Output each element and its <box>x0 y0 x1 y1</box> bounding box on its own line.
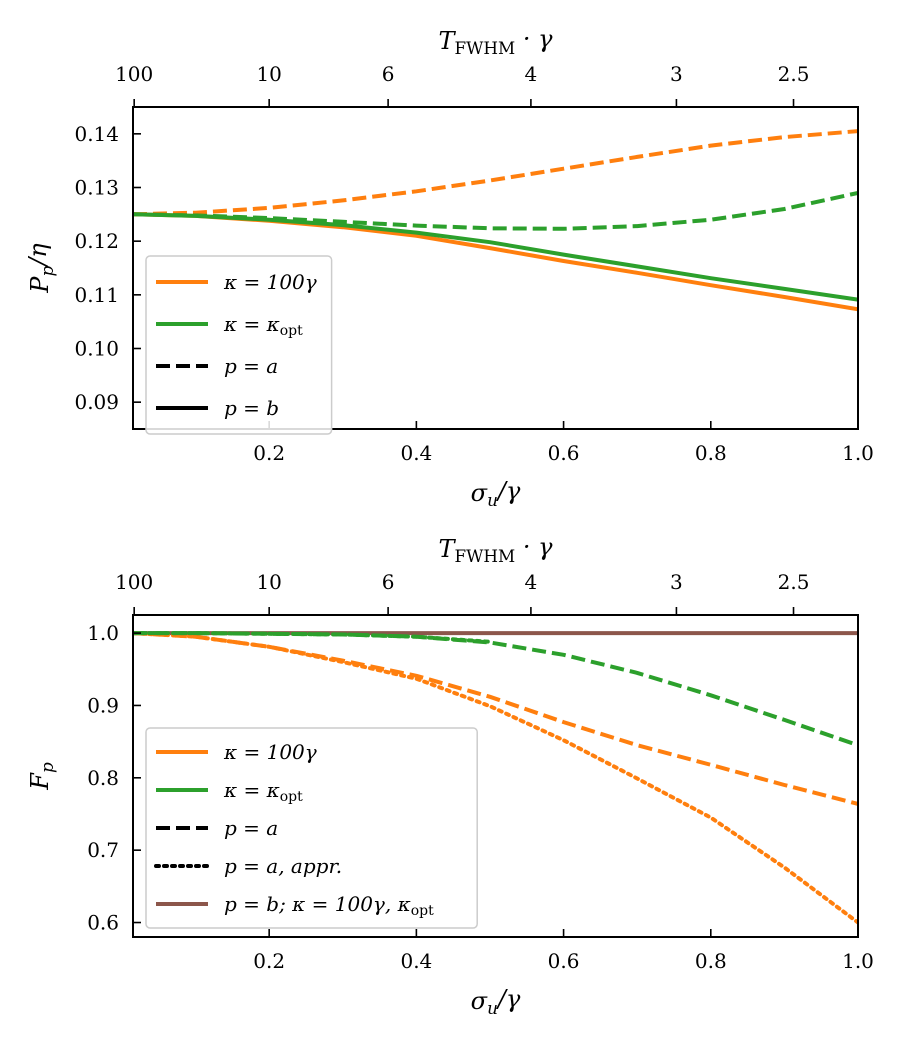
chart-top-xtick-label-0: 0.2 <box>253 441 285 465</box>
chart-bottom-ytick-label-2: 0.8 <box>87 766 119 790</box>
chart-top-legend-label-3: p = b <box>224 396 279 420</box>
top-panel-pp-eta: 0.2 0.4 0.6 0.8 1.0 0.09 0.10 0.11 0.12 0.13 0.14 1… <box>24 25 874 510</box>
chart-top-ytick-label-0: 0.09 <box>74 390 119 414</box>
chart-bottom-top-tick-label-5: 2.5 <box>778 570 810 594</box>
chart-bottom-top-tick-label-0: 100 <box>115 570 153 594</box>
chart-top-top-tick-label-5: 2.5 <box>778 62 810 86</box>
chart-top-xtick-label-1: 0.4 <box>400 441 432 465</box>
chart-bottom-ytick-label-1: 0.7 <box>87 838 119 862</box>
chart-top-series-group <box>133 129 858 312</box>
chart-bottom-xtick-label-1: 0.4 <box>400 949 432 973</box>
chart-bottom-xtick-label-3: 0.8 <box>695 949 727 973</box>
chart-bottom-top-tick-label-3: 4 <box>525 570 538 594</box>
chart-bottom-axes-frame <box>132 614 859 938</box>
chart-bottom-ytick-label-4: 1.0 <box>87 621 119 645</box>
chart-bottom-top-tick-label-4: 3 <box>670 570 683 594</box>
chart-top-legend-label-1: κ = κopt <box>223 312 303 339</box>
chart-bottom-series-group <box>133 631 858 925</box>
chart-bottom-xtick-label-2: 0.6 <box>548 949 580 973</box>
chart-bottom-xlabel: σu/γ <box>471 985 521 1018</box>
chart-bottom-ytick-label-0: 0.6 <box>87 911 119 935</box>
chart-top-ylabel: Pp/η <box>24 243 57 294</box>
chart-bottom-top-tick-label-1: 10 <box>256 570 281 594</box>
chart-bottom-ytick-label-3: 0.9 <box>87 693 119 717</box>
chart-top-ytick-label-2: 0.11 <box>74 283 119 307</box>
chart-top-ytick-label-1: 0.10 <box>74 337 119 361</box>
bottom-panel-fp: 0.2 0.4 0.6 0.8 1.0 0.6 0.7 0.8 0.9 1.0 100 10 6 4 3 2.… <box>26 533 874 1018</box>
chart-top-top-tick-label-1: 10 <box>256 62 281 86</box>
chart-bottom-top-tick-label-2: 6 <box>382 570 395 594</box>
chart-bottom-top-xlabel: TFWHM · γ <box>439 533 554 566</box>
chart-bottom-series-line-4 <box>133 631 492 644</box>
chart-top-xtick-label-3: 0.8 <box>695 441 727 465</box>
chart-top-series-line-0 <box>133 129 858 217</box>
chart-top-axes-frame <box>132 106 859 430</box>
chart-top-xtick-label-2: 0.6 <box>548 441 580 465</box>
chart-top-ytick-label-4: 0.13 <box>74 176 119 200</box>
chart-bottom-legend-label-4: p = b; κ = 100γ, κopt <box>224 892 434 919</box>
chart-top-legend-label-2: p = a <box>224 354 278 378</box>
chart-top-xtick-label-4: 1.0 <box>842 441 874 465</box>
chart-top-legend-box <box>145 255 333 435</box>
chart-top-ytick-label-3: 0.12 <box>74 229 119 253</box>
chart-top-xlabel: σu/γ <box>471 477 521 510</box>
chart-bottom-legend-box <box>145 727 478 929</box>
chart-top-legend-label-0: κ = 100γ <box>223 270 317 294</box>
chart-bottom-legend-label-2: p = a <box>224 816 278 840</box>
chart-bottom-legend: κ = 100γ κ = κopt p = a p = a, appr. p = b; … <box>145 727 478 929</box>
chart-top-ytick-label-5: 0.14 <box>74 122 119 146</box>
chart-bottom-ylabel: Fp <box>26 762 57 791</box>
chart-top-series-line-3 <box>133 212 858 302</box>
chart-top-legend: κ = 100γ κ = κopt p = a p = b <box>145 255 333 435</box>
chart-bottom-legend-label-3: p = a, appr. <box>224 854 342 878</box>
chart-bottom-xtick-label-0: 0.2 <box>253 949 285 973</box>
chart-top-top-tick-label-0: 100 <box>115 62 153 86</box>
chart-top-top-tick-label-3: 4 <box>525 62 538 86</box>
chart-bottom-xtick-label-4: 1.0 <box>842 949 874 973</box>
chart-bottom-legend-label-0: κ = 100γ <box>223 740 317 764</box>
chart-top-top-tick-label-2: 6 <box>382 62 395 86</box>
chart-bottom-series-line-2 <box>133 631 858 925</box>
chart-bottom-legend-label-1: κ = κopt <box>223 778 303 805</box>
chart-top-top-xlabel: TFWHM · γ <box>439 25 554 58</box>
chart-top-top-tick-label-4: 3 <box>670 62 683 86</box>
